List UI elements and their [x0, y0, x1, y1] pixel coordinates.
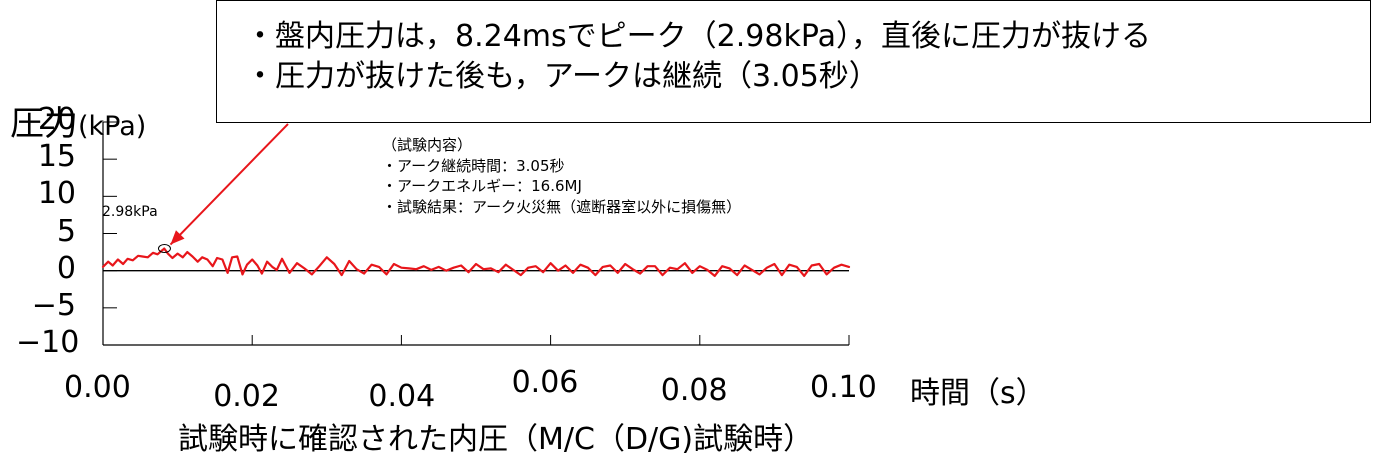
series-group [101, 247, 851, 277]
x-tick-label: 0.04 [368, 379, 436, 414]
y-tick-label: −5 [31, 287, 76, 323]
y-tick-label: 15 [37, 139, 76, 175]
callout-box: ・盤内圧力は，8.24msでピーク（2.98kPa），直後に圧力が抜ける ・圧力… [216, 0, 1371, 123]
x-tick-label: 0.10 [810, 370, 877, 405]
callout-line-1: ・盤内圧力は，8.24msでピーク（2.98kPa），直後に圧力が抜ける [245, 19, 1151, 54]
y-tick-label: 20 [37, 102, 76, 137]
y-tick-label: 5 [56, 213, 76, 249]
x-axis-label: 時間（s） [910, 376, 1046, 411]
y-tick-label: 0 [56, 250, 76, 286]
y-tick-label: 10 [37, 176, 76, 212]
figure-caption: 試験時に確認された内圧（M/C（D/G)試験時） [178, 422, 814, 457]
y-axis-label-main: 圧力 [10, 104, 78, 144]
x-tick-label: 0.06 [511, 365, 579, 400]
pressure-series-line [101, 247, 851, 277]
y-axis-label-unit: (kPa) [78, 111, 147, 142]
notes-item: ・試験結果：アーク火災無（遮断器室以外に損傷無） [382, 197, 742, 216]
x-tick-label: 0.08 [660, 373, 728, 408]
x-tick-label: 0.02 [213, 379, 280, 414]
test-notes: （試験内容） ・アーク継続時間：3.05秒 ・アークエネルギー：16.6MJ ・… [382, 135, 741, 217]
x-tick-label: 0.00 [64, 370, 131, 405]
peak-marker [157, 244, 171, 254]
chart-axes [102, 121, 850, 346]
peak-marker-group [157, 244, 171, 254]
callout-line-2: ・圧力が抜けた後も，アークは継続（3.05秒） [245, 59, 879, 94]
peak-value-label: 2.98kPa [102, 204, 158, 220]
y-tick-label: −10 [16, 325, 80, 360]
arrow-shaft [169, 123, 289, 246]
notes-item: ・アーク継続時間：3.05秒 [382, 156, 565, 175]
notes-item: ・アークエネルギー：16.6MJ [382, 177, 582, 195]
arrow-head [170, 230, 185, 245]
callout-arrow-group [169, 123, 289, 246]
notes-heading: （試験内容） [382, 136, 473, 154]
y-axis-label: 圧力(kPa) [10, 96, 146, 145]
